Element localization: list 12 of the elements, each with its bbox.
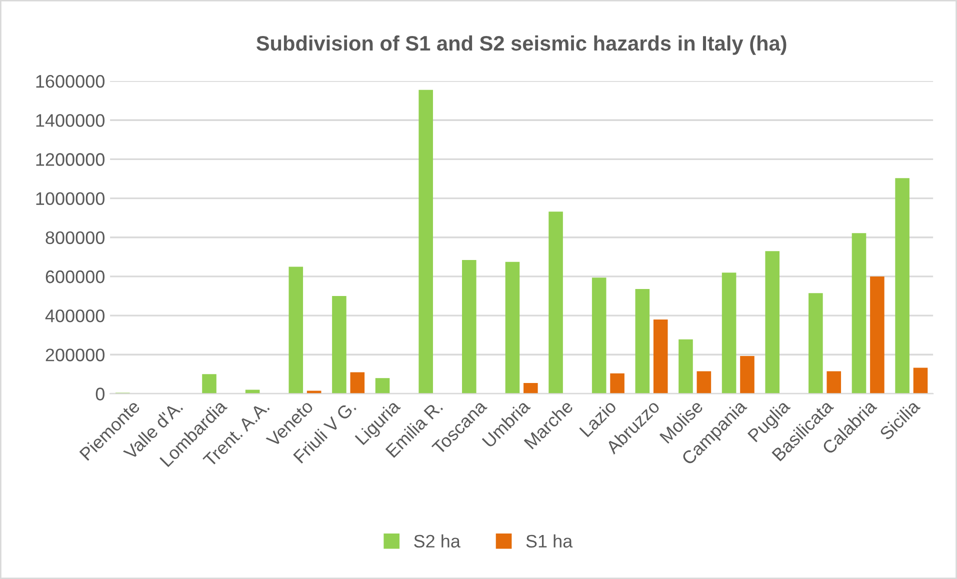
y-tick-label: 400000 <box>45 309 104 322</box>
y-tick-label: 600000 <box>46 270 104 284</box>
legend-label: S1 ha <box>526 534 573 548</box>
y-tick-label: 1000000 <box>36 192 104 206</box>
y-tick-label: 0 <box>96 388 104 400</box>
y-tick-label: 1600000 <box>36 74 104 88</box>
y-tick-label: 1400000 <box>36 114 104 127</box>
y-tick-label: 200000 <box>46 348 104 362</box>
chart-title: Subdivision of S1 and S2 seismic hazards in Italy (ha) <box>256 35 786 55</box>
legend-label: S2 ha <box>414 534 460 548</box>
y-tick-label: 1200000 <box>36 153 104 166</box>
y-tick-label: 800000 <box>46 231 104 244</box>
